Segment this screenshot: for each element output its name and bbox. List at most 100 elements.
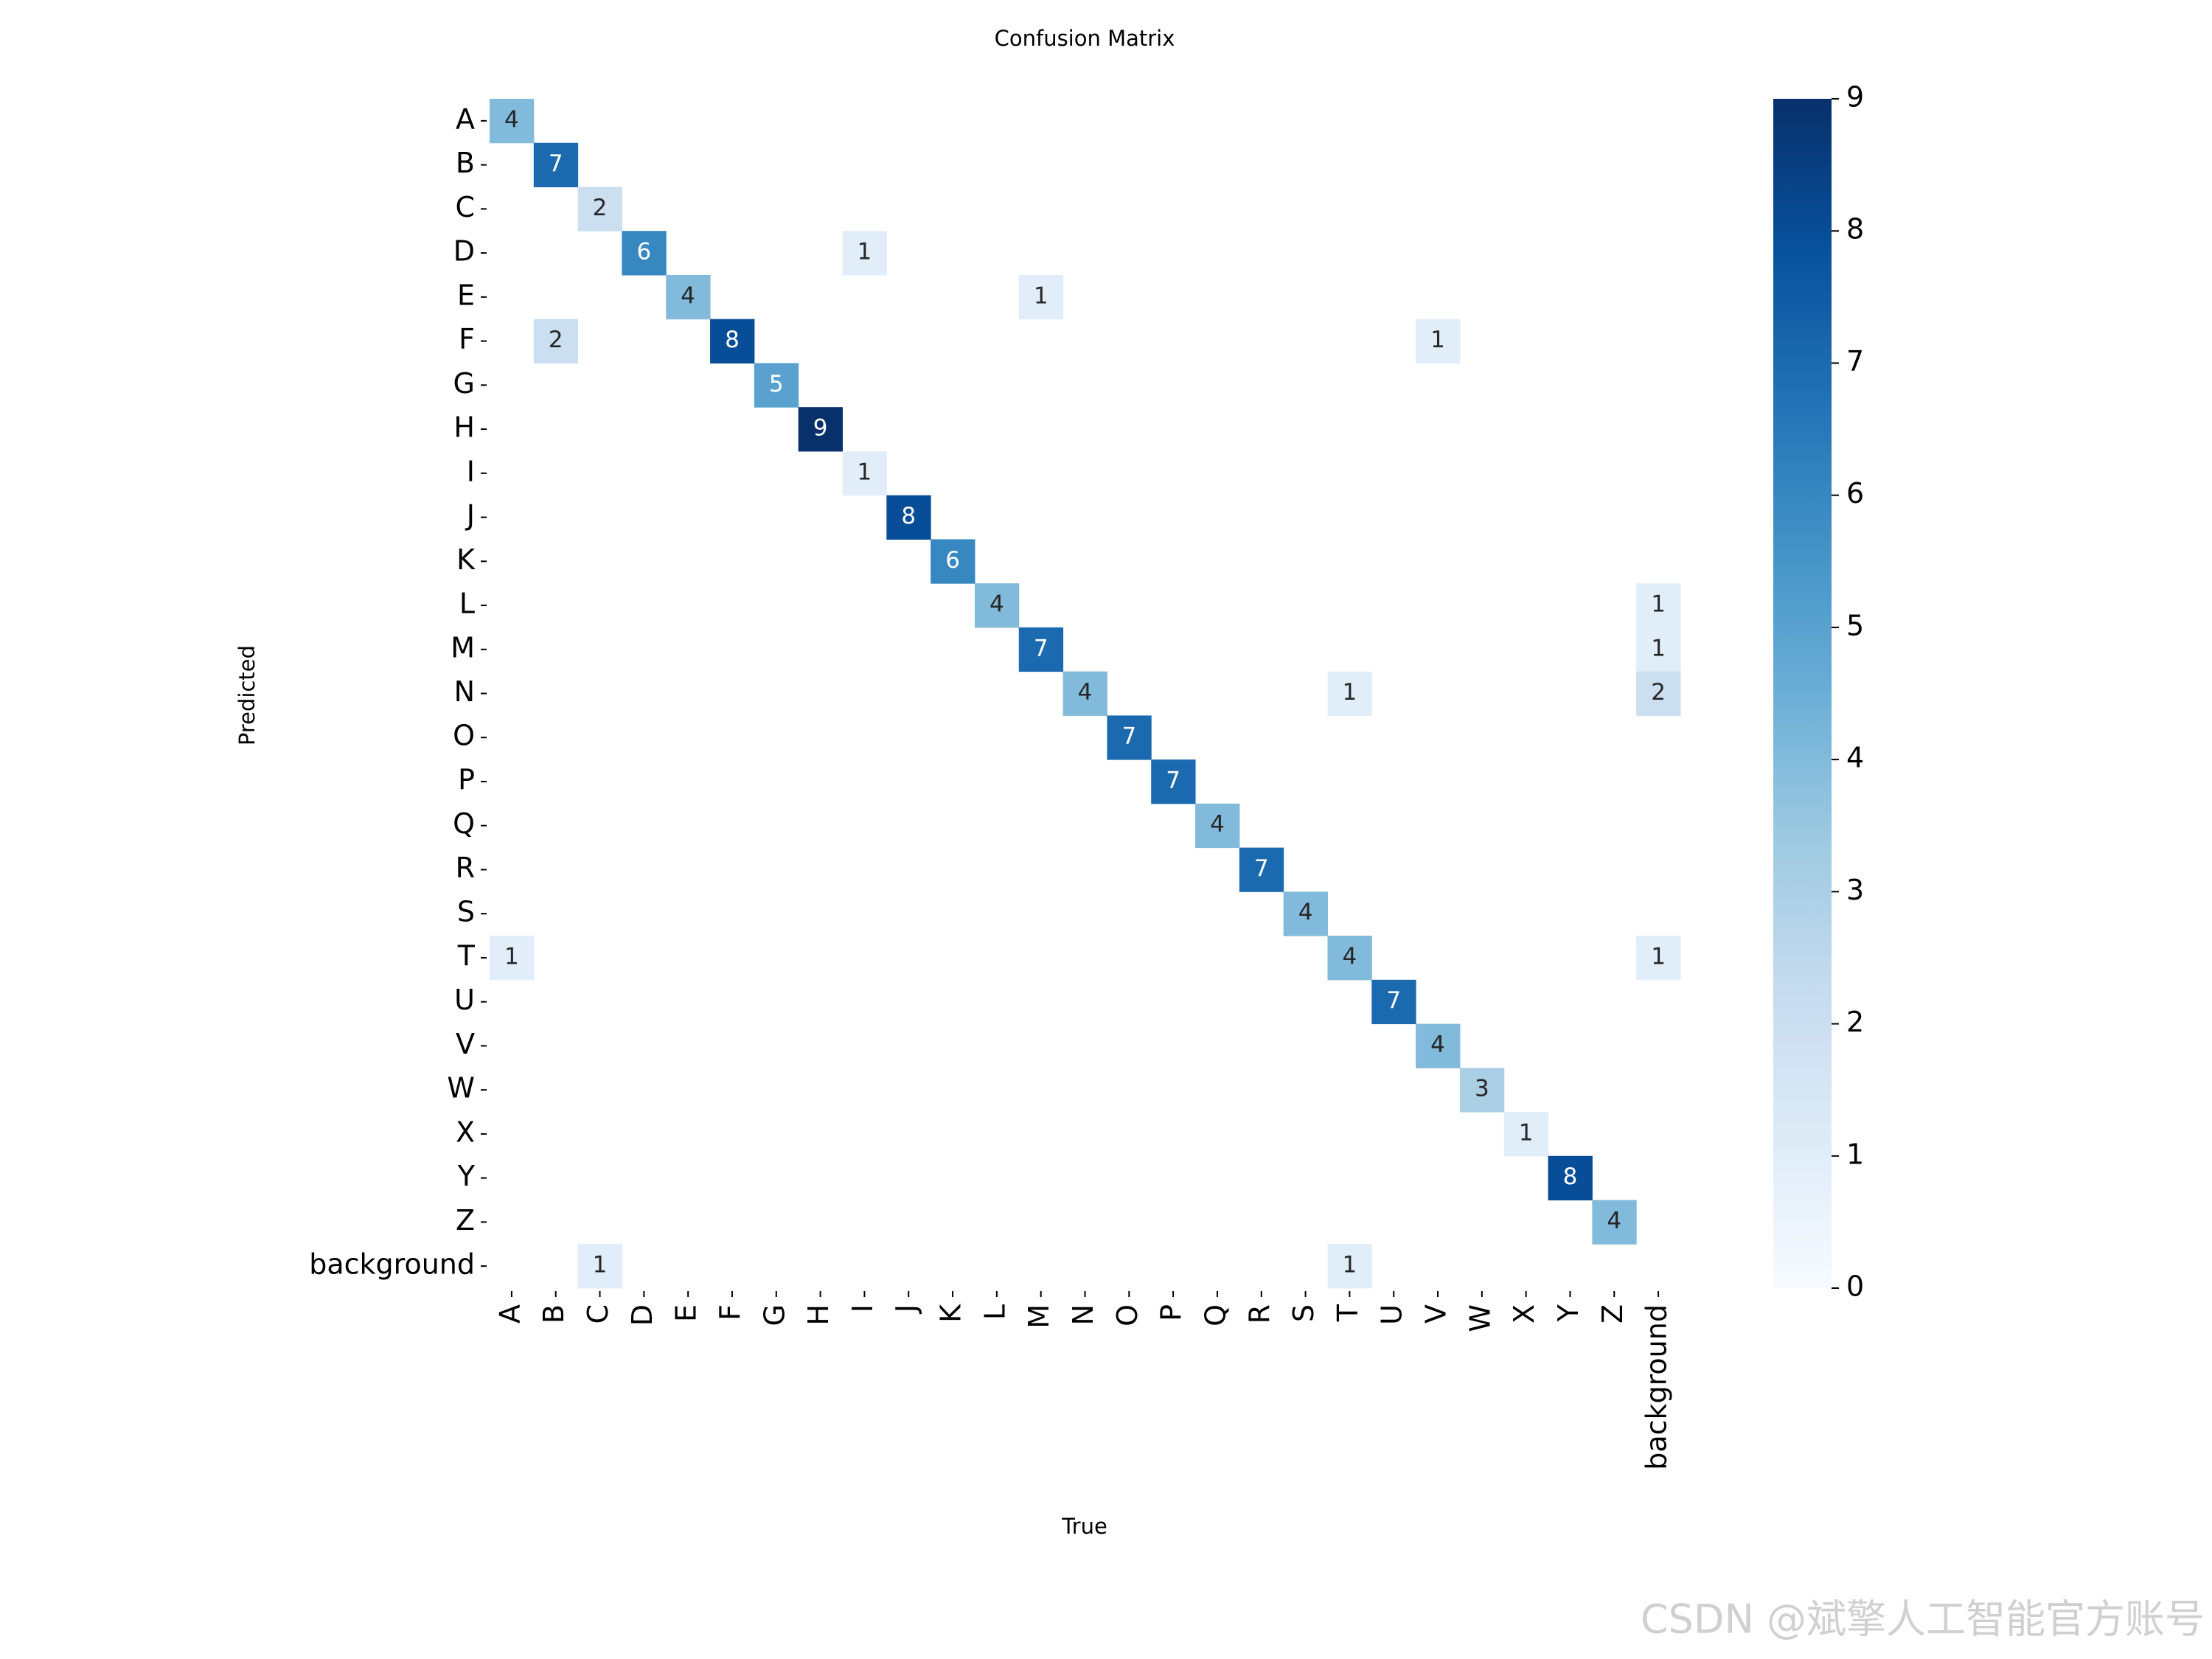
y-tick-label: I: [467, 455, 475, 487]
x-tick-label: background: [1641, 1304, 1673, 1470]
x-tick-label: P: [1155, 1304, 1188, 1321]
y-tick-label: background: [309, 1248, 475, 1281]
x-tick-label: Z: [1596, 1304, 1629, 1324]
y-tick-label: R: [456, 852, 475, 884]
x-tick-label: R: [1243, 1304, 1276, 1324]
cell-label: 4: [1078, 679, 1093, 706]
cell: [1503, 1112, 1549, 1157]
cell: [842, 231, 887, 276]
cell-label: 5: [769, 371, 784, 397]
cell-label: 2: [549, 327, 563, 353]
y-tick-label: B: [456, 147, 475, 179]
y-tick-label: V: [456, 1028, 475, 1060]
x-tick-label: M: [1023, 1304, 1055, 1329]
cell-label: 4: [1607, 1208, 1621, 1234]
cell: [533, 142, 579, 187]
cell: [1107, 715, 1152, 760]
cell-label: 1: [858, 239, 872, 265]
cell-label: 2: [593, 195, 608, 221]
cell: [1548, 1155, 1593, 1201]
y-tick-label: G: [453, 367, 475, 400]
cell: [622, 231, 667, 276]
y-tick-label: H: [453, 411, 475, 444]
cell-label: 7: [549, 150, 563, 177]
x-tick-label: D: [626, 1304, 658, 1326]
cell: [1239, 847, 1284, 892]
cell: [931, 539, 975, 584]
y-tick-label: U: [454, 984, 475, 1016]
cell-label: 1: [1343, 1252, 1357, 1279]
colorbar-tick-label: 1: [1846, 1138, 1864, 1170]
y-tick-label: M: [451, 631, 475, 664]
cell: [710, 319, 755, 364]
cell: [533, 319, 579, 364]
cell: [842, 451, 887, 496]
cell-label: 1: [1034, 282, 1048, 309]
x-tick-label: U: [1376, 1304, 1408, 1325]
x-tick-label: E: [670, 1304, 703, 1322]
x-tick-label: B: [538, 1304, 570, 1324]
y-tick-label: C: [455, 191, 475, 223]
colorbar-tick-label: 9: [1846, 81, 1864, 114]
y-tick-label: F: [459, 323, 475, 355]
y-tick-label: J: [465, 499, 475, 532]
chart-title: Confusion Matrix: [995, 26, 1175, 51]
cell: [666, 274, 711, 320]
cell-label: 3: [1475, 1076, 1489, 1102]
cell: [1151, 759, 1196, 804]
x-tick-label: L: [978, 1304, 1011, 1320]
y-axis-label: Predicted: [234, 645, 260, 745]
x-tick-label: A: [493, 1304, 526, 1324]
cell-label: 9: [813, 415, 828, 442]
x-tick-label: O: [1111, 1304, 1144, 1326]
cell-label: 4: [504, 106, 519, 133]
cell-label: 4: [990, 591, 1004, 618]
x-tick-label: H: [802, 1304, 835, 1326]
x-tick-label: G: [758, 1304, 790, 1326]
y-tick-label: A: [456, 102, 475, 135]
y-tick-label: P: [458, 763, 475, 796]
cell-label: 1: [1651, 943, 1666, 970]
y-tick-label: S: [457, 896, 475, 928]
cell: [1459, 1068, 1505, 1113]
x-tick-label: W: [1464, 1304, 1496, 1332]
cell-label: 7: [1034, 635, 1048, 661]
cell: [1062, 671, 1107, 716]
cell: [1636, 671, 1681, 716]
y-tick-label: Q: [453, 807, 475, 840]
cell: [1283, 891, 1328, 936]
cell: [577, 1244, 622, 1289]
cell: [1636, 583, 1681, 628]
y-tick-label: D: [453, 235, 475, 268]
cell: [754, 363, 799, 408]
cell-label: 8: [1563, 1164, 1578, 1190]
y-tick-label: T: [457, 939, 476, 972]
cell-label: 4: [681, 282, 695, 309]
x-tick-label: F: [714, 1304, 746, 1321]
cell-label: 6: [636, 239, 651, 265]
cell: [490, 936, 535, 981]
cell-label: 1: [1343, 679, 1357, 706]
cell-label: 2: [1651, 679, 1666, 706]
colorbar-tick-label: 5: [1846, 609, 1864, 641]
colorbar-tick-label: 6: [1846, 477, 1864, 509]
cell: [974, 583, 1020, 628]
cell: [1327, 671, 1372, 716]
cell: [1592, 1200, 1637, 1245]
cell-label: 1: [593, 1252, 608, 1279]
x-tick-label: T: [1332, 1304, 1364, 1322]
colorbar-tick-label: 0: [1846, 1270, 1864, 1303]
x-tick-label: Q: [1199, 1304, 1231, 1326]
y-tick-label: Z: [456, 1204, 475, 1237]
cell: [1327, 936, 1372, 981]
y-tick-label: N: [454, 675, 475, 708]
y-tick-label: W: [447, 1072, 475, 1105]
x-tick-label: S: [1287, 1304, 1320, 1322]
colorbar-tick-label: 4: [1846, 742, 1864, 774]
cell: [886, 495, 931, 540]
x-tick-label: K: [935, 1304, 967, 1323]
cell-label: 7: [1386, 987, 1401, 1014]
watermark: CSDN @斌擎人工智能官方账号: [1641, 1596, 2205, 1643]
y-tick-label: K: [456, 543, 476, 576]
cell: [1018, 274, 1064, 320]
